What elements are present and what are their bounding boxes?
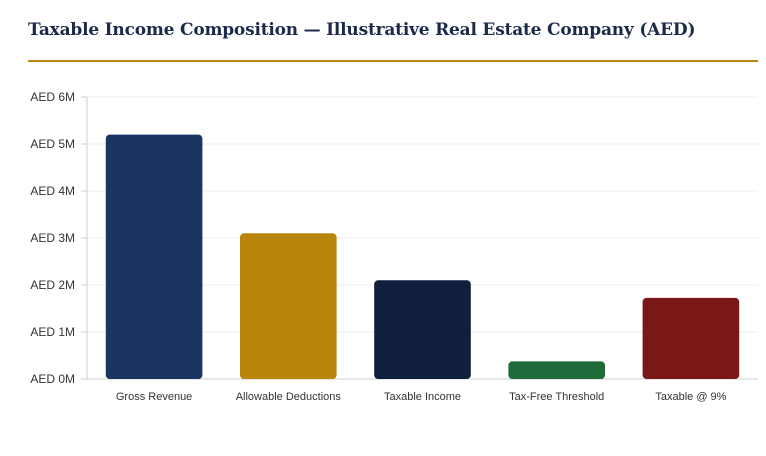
x-tick-label: Allowable Deductions [236, 391, 342, 403]
y-tick-label: AED 3M [30, 231, 75, 245]
title-divider [28, 60, 758, 62]
y-tick-labels: AED 0M AED 1M AED 2M AED 3M AED 4M AED 5M AED … [30, 90, 75, 386]
bar-taxable-income [374, 280, 471, 379]
y-tick-label: AED 1M [30, 325, 75, 339]
x-tick-label: Tax-Free Threshold [509, 391, 604, 403]
y-tick-label: AED 0M [30, 372, 75, 386]
y-tick-label: AED 5M [30, 137, 75, 151]
x-tick-label: Taxable @ 9% [655, 391, 726, 403]
chart-title: Taxable Income Composition — Illustrativ… [28, 20, 696, 40]
x-tick-labels: Gross Revenue Allowable Deductions Taxable… [116, 391, 727, 403]
y-tick-label: AED 6M [30, 90, 75, 104]
bar-gross-revenue [105, 134, 203, 379]
y-tick-label: AED 2M [30, 278, 75, 292]
bar-allowable-deductions [239, 233, 337, 379]
bars [105, 134, 740, 379]
y-tick-label: AED 4M [30, 184, 75, 198]
x-tick-label: Taxable Income [384, 391, 461, 403]
bar-tax-free-threshold [508, 361, 606, 379]
bar-taxable-9 [642, 297, 740, 379]
x-tick-label: Gross Revenue [116, 391, 192, 403]
